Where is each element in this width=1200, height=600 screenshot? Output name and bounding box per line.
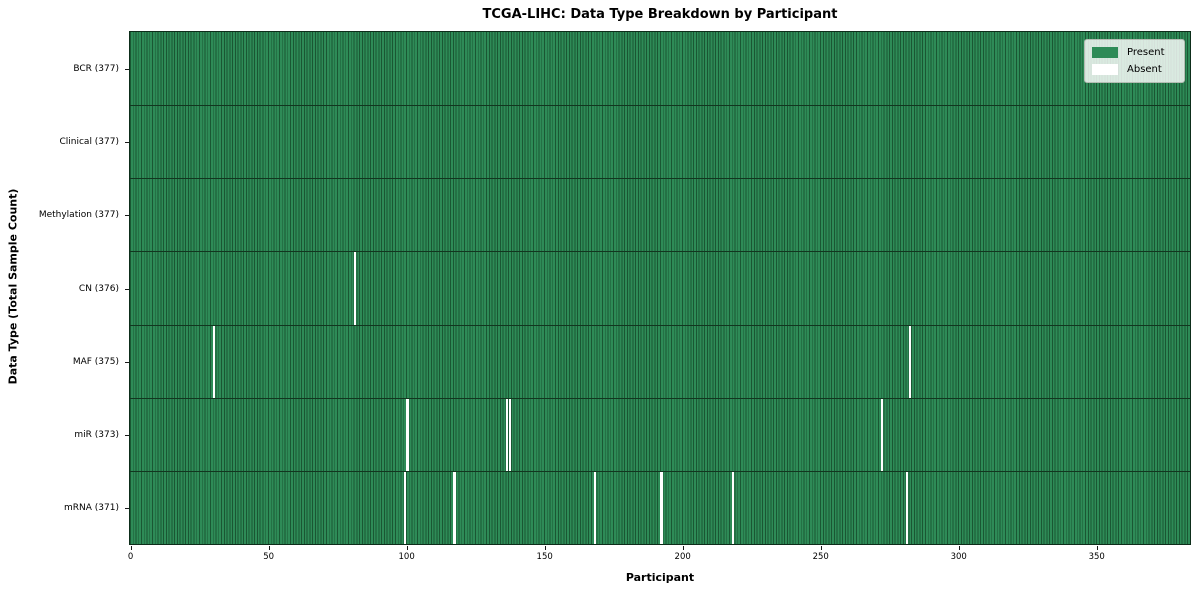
chart-title: TCGA-LIHC: Data Type Breakdown by Partic…: [482, 7, 838, 22]
x-axis-label: Participant: [625, 571, 695, 584]
absent-marker: [353, 252, 357, 325]
x-tick-label: 150: [536, 552, 553, 562]
legend: Present Absent: [1084, 39, 1185, 83]
legend-label-absent: Absent: [1127, 64, 1162, 75]
y-tick-mark: [125, 215, 129, 217]
legend-swatch-absent: [1092, 64, 1118, 75]
heatmap-row-mRNA: [130, 470, 1190, 544]
absent-marker: [908, 325, 912, 398]
x-axis: 0 50 100 150 200 250 300 350: [127, 545, 1190, 575]
y-tick-label: Methylation (377): [38, 210, 119, 221]
x-tick-mark: [406, 545, 408, 550]
y-tick-mark: [125, 69, 129, 71]
plot-area: [129, 31, 1191, 545]
x-tick-label: 250: [812, 552, 829, 562]
absent-marker: [403, 471, 406, 544]
x-tick-label: 50: [263, 552, 275, 562]
x-tick-mark: [130, 545, 132, 550]
x-tick-mark: [682, 545, 684, 550]
heatmap-row-miR: [130, 397, 1190, 471]
y-tick-mark: [125, 434, 129, 436]
absent-marker: [406, 398, 409, 471]
y-tick-mark: [125, 361, 129, 363]
x-tick-mark: [820, 545, 822, 550]
x-tick-label: 300: [950, 552, 967, 562]
y-tick-label: Clinical (377): [59, 137, 119, 148]
y-tick-mark: [125, 288, 129, 290]
x-tick-mark: [1096, 545, 1098, 550]
legend-item-present: Present: [1092, 45, 1176, 60]
absent-marker: [660, 471, 663, 544]
absent-marker: [213, 325, 216, 398]
absent-marker: [594, 471, 597, 544]
y-axis: BCR (377) Clinical (377) Methylation (377)…: [0, 33, 129, 544]
x-tick-label: 200: [674, 552, 691, 562]
y-tick-label: miR (373): [74, 429, 119, 440]
heatmap-canvas: [130, 32, 1190, 544]
heatmap-row-Methylation: [130, 178, 1190, 251]
y-tick-mark: [125, 142, 129, 144]
x-tick-mark: [544, 545, 546, 550]
x-tick-label: 350: [1088, 552, 1105, 562]
absent-marker: [453, 471, 456, 544]
y-tick-label: CN (376): [78, 283, 119, 294]
absent-marker: [732, 471, 735, 544]
x-tick-label: 0: [127, 552, 134, 562]
x-tick-mark: [268, 545, 270, 550]
legend-label-present: Present: [1127, 47, 1165, 58]
legend-swatch-present: [1092, 47, 1118, 58]
legend-item-absent: Absent: [1092, 62, 1176, 77]
heatmap-row-MAF: [130, 324, 1190, 398]
absent-marker: [881, 398, 884, 471]
absent-marker: [906, 471, 909, 544]
y-tick-label: mRNA (371): [64, 503, 119, 514]
absent-marker: [508, 398, 511, 471]
y-tick-label: BCR (377): [73, 64, 119, 75]
y-tick-mark: [125, 508, 129, 510]
x-tick-mark: [958, 545, 960, 550]
heatmap-row-BCR: [130, 32, 1190, 105]
y-tick-label: MAF (375): [72, 356, 119, 367]
x-tick-label: 100: [398, 552, 415, 562]
absent-marker: [505, 398, 509, 471]
heatmap-row-Clinical: [130, 105, 1190, 178]
heatmap-row-CN: [130, 251, 1190, 325]
